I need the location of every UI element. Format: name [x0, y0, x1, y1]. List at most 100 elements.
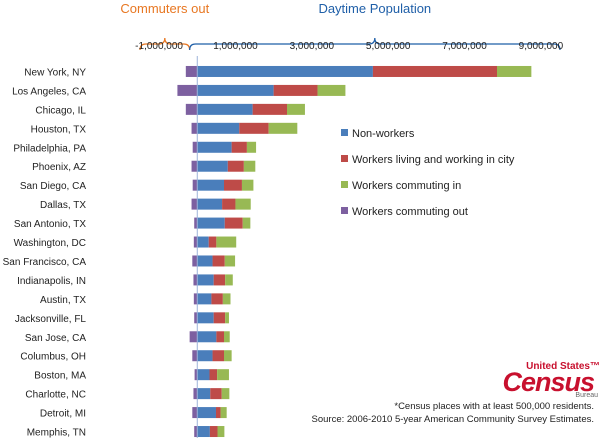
bar-workers-living-and-working-in-city-houston-tx — [239, 122, 269, 134]
bracket-daytime-population — [188, 37, 561, 51]
bar-workers-commuting-out-los-angeles-ca — [177, 84, 198, 96]
category-label: Charlotte, NC — [25, 390, 86, 401]
legend-swatch-workers-commuting-in — [341, 181, 348, 188]
bar-workers-commuting-out-memphis-tn — [194, 426, 198, 438]
bar-workers-commuting-out-san-francisco-ca — [192, 255, 198, 267]
category-label: Austin, TX — [40, 295, 86, 306]
bar-workers-commuting-out-chicago-il — [185, 103, 198, 115]
bar-non-workers-san-diego-ca — [197, 179, 224, 191]
bar-workers-commuting-in-indianapolis-in — [225, 274, 233, 286]
category-label: Chicago, IL — [35, 105, 86, 116]
footnote-source: Source: 2006-2010 5-year American Commun… — [311, 414, 595, 425]
category-label: Phoenix, AZ — [32, 162, 86, 173]
category-label: Boston, MA — [34, 371, 86, 382]
bar-workers-living-and-working-in-city-memphis-tn — [209, 426, 218, 438]
bar-non-workers-jacksonville-fl — [197, 312, 214, 324]
bar-workers-commuting-in-memphis-tn — [217, 426, 225, 438]
bar-workers-commuting-out-charlotte-nc — [193, 388, 198, 400]
bar-non-workers-indianapolis-in — [197, 274, 214, 286]
bar-workers-commuting-in-houston-tx — [268, 122, 298, 134]
legend-label-workers-commuting-out: Workers commuting out — [352, 206, 468, 218]
bar-workers-commuting-out-detroit-mi — [192, 407, 198, 419]
legend-label-workers-commuting-in: Workers commuting in — [352, 180, 461, 192]
bar-non-workers-san-antonio-tx — [197, 217, 225, 229]
bar-workers-commuting-in-philadelphia-pa — [246, 141, 257, 153]
bar-workers-commuting-in-phoenix-az — [243, 160, 256, 172]
bar-workers-living-and-working-in-city-san-antonio-tx — [224, 217, 243, 229]
bar-workers-living-and-working-in-city-dallas-tx — [222, 198, 236, 210]
category-label: San Diego, CA — [20, 181, 86, 192]
bar-workers-commuting-out-jacksonville-fl — [194, 312, 198, 324]
bar-workers-living-and-working-in-city-charlotte-nc — [210, 388, 222, 400]
category-label: New York, NY — [24, 67, 86, 78]
bar-non-workers-washington-dc — [197, 236, 209, 248]
bar-non-workers-columbus-oh — [197, 350, 213, 362]
logo-census-text: Census — [502, 367, 595, 397]
bar-workers-commuting-out-dallas-tx — [191, 198, 198, 210]
bar-workers-commuting-out-columbus-oh — [192, 350, 198, 362]
bar-non-workers-los-angeles-ca — [197, 84, 274, 96]
bar-workers-living-and-working-in-city-los-angeles-ca — [273, 84, 318, 96]
category-label: Los Angeles, CA — [12, 86, 86, 97]
bar-workers-commuting-out-washington-dc — [193, 236, 198, 248]
bar-non-workers-houston-tx — [197, 122, 240, 134]
x-tick-label: 7,000,000 — [442, 41, 487, 52]
bar-non-workers-charlotte-nc — [197, 388, 211, 400]
category-label: Washington, DC — [14, 238, 86, 249]
bar-workers-living-and-working-in-city-boston-ma — [209, 369, 218, 381]
x-tick-label: 1,000,000 — [213, 41, 258, 52]
bar-workers-commuting-in-chicago-il — [287, 103, 305, 115]
bar-workers-commuting-in-san-diego-ca — [241, 179, 254, 191]
bar-workers-commuting-in-austin-tx — [222, 293, 231, 305]
category-label: Indianapolis, IN — [17, 276, 86, 287]
legend-label-workers-living-and-working-in-city: Workers living and working in city — [352, 154, 515, 166]
legend-swatch-non-workers — [341, 129, 348, 136]
bar-non-workers-san-francisco-ca — [197, 255, 213, 267]
footnote-eligibility: *Census places with at least 500,000 res… — [394, 401, 594, 412]
category-label: San Jose, CA — [25, 333, 86, 344]
bar-workers-living-and-working-in-city-new-york-ny — [372, 65, 497, 77]
bar-workers-living-and-working-in-city-philadelphia-pa — [231, 141, 247, 153]
bar-workers-living-and-working-in-city-indianapolis-in — [213, 274, 226, 286]
bar-workers-commuting-in-jacksonville-fl — [225, 312, 229, 324]
bar-workers-living-and-working-in-city-detroit-mi — [215, 407, 221, 419]
bar-workers-commuting-out-san-jose-ca — [189, 331, 198, 343]
bar-workers-commuting-in-detroit-mi — [220, 407, 227, 419]
bar-non-workers-new-york-ny — [197, 65, 373, 77]
legend-swatch-workers-living-and-working-in-city — [341, 155, 348, 162]
bracket-title-commuters-out: Commuters out — [120, 1, 209, 16]
bar-workers-commuting-out-austin-tx — [193, 293, 198, 305]
bar-workers-living-and-working-in-city-washington-dc — [208, 236, 217, 248]
bar-workers-commuting-in-san-antonio-tx — [242, 217, 251, 229]
bar-workers-commuting-out-new-york-ny — [185, 65, 198, 77]
logo-country-text: United States™ — [526, 361, 600, 372]
bar-non-workers-philadelphia-pa — [197, 141, 232, 153]
bar-workers-commuting-in-columbus-oh — [224, 350, 232, 362]
bar-workers-commuting-in-san-francisco-ca — [224, 255, 236, 267]
bar-workers-commuting-out-san-antonio-tx — [194, 217, 198, 229]
x-tick-label: 3,000,000 — [290, 41, 335, 52]
category-label: San Antonio, TX — [14, 219, 86, 230]
bar-non-workers-austin-tx — [197, 293, 212, 305]
category-label: Dallas, TX — [40, 200, 86, 211]
bar-workers-living-and-working-in-city-phoenix-az — [227, 160, 244, 172]
bar-workers-commuting-in-boston-ma — [217, 369, 229, 381]
legend-swatch-workers-commuting-out — [341, 207, 348, 214]
bar-workers-commuting-in-charlotte-nc — [221, 388, 230, 400]
bar-workers-commuting-out-san-diego-ca — [192, 179, 198, 191]
bar-workers-commuting-out-houston-tx — [191, 122, 198, 134]
bar-workers-commuting-out-phoenix-az — [191, 160, 198, 172]
bar-workers-living-and-working-in-city-san-francisco-ca — [212, 255, 225, 267]
bar-workers-commuting-out-boston-ma — [194, 369, 198, 381]
census-bureau-logo: United States™ Census Bureau — [502, 361, 600, 401]
bar-workers-commuting-out-philadelphia-pa — [192, 141, 198, 153]
bar-non-workers-phoenix-az — [197, 160, 228, 172]
category-label: Houston, TX — [31, 124, 87, 135]
category-label: San Francisco, CA — [3, 257, 87, 268]
bar-workers-living-and-working-in-city-chicago-il — [252, 103, 287, 115]
bar-non-workers-memphis-tn — [197, 426, 210, 438]
bar-workers-living-and-working-in-city-san-diego-ca — [224, 179, 242, 191]
x-tick-label: -1,000,000 — [135, 41, 183, 52]
bracket-title-daytime-population: Daytime Population — [318, 1, 431, 16]
